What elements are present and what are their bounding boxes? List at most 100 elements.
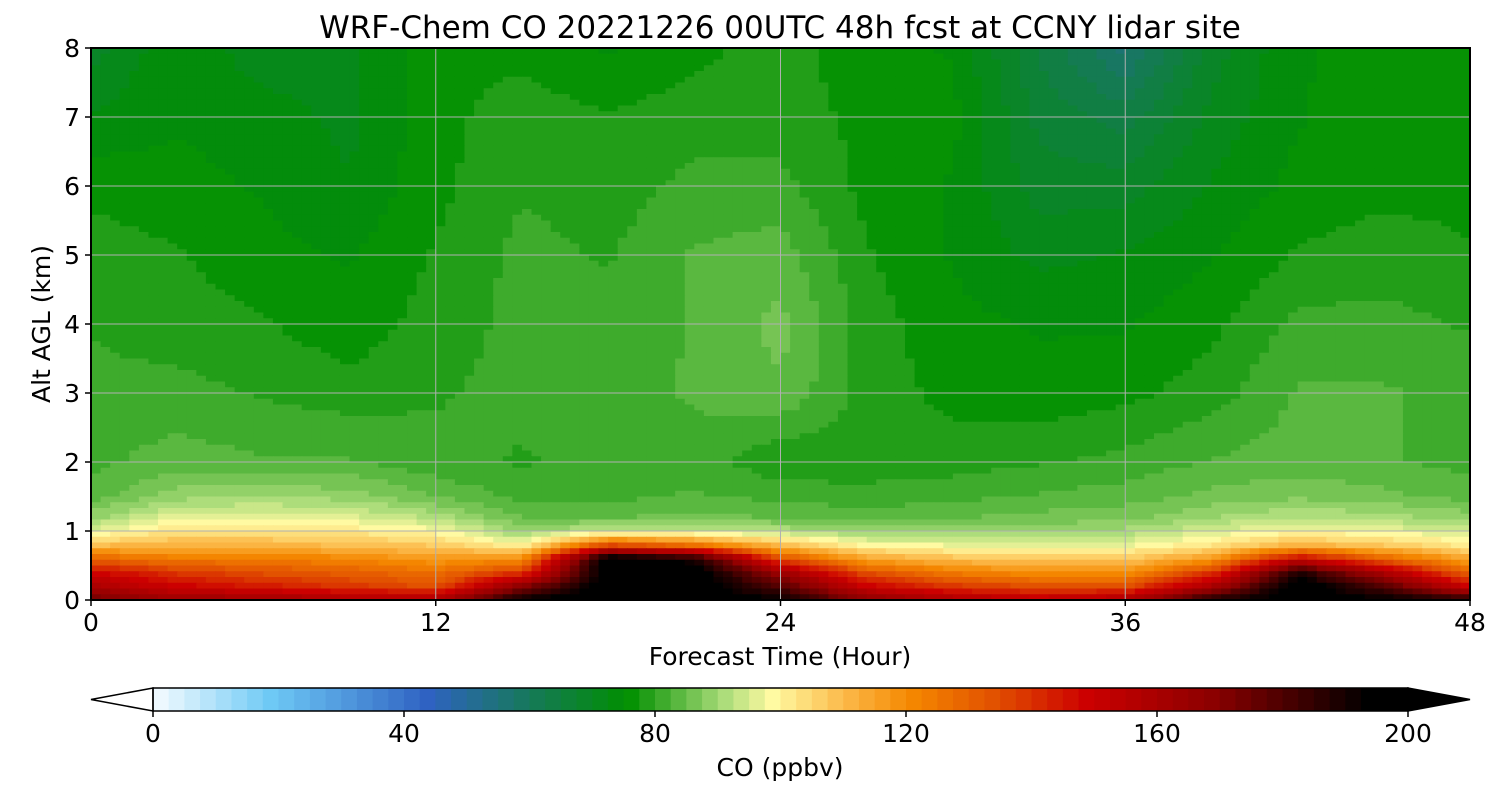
field-cell (205, 71, 217, 78)
field-cell (636, 111, 648, 118)
field-cell (263, 180, 274, 187)
field-cell (100, 157, 111, 164)
field-cell (502, 197, 513, 204)
field-cell (531, 71, 542, 78)
field-cell (138, 65, 150, 72)
field-cell (474, 88, 485, 95)
field-cell (972, 82, 983, 89)
field-cell (311, 203, 322, 210)
field-cell (1182, 180, 1193, 187)
field-cell (1173, 53, 1184, 61)
field-cell (1106, 71, 1117, 78)
field-cell (1058, 134, 1069, 141)
field-cell (416, 214, 427, 222)
field-cell (397, 180, 408, 187)
field-cell (1125, 71, 1136, 78)
field-cell (1240, 180, 1251, 187)
field-cell (1316, 82, 1327, 89)
field-cell (148, 117, 159, 124)
field-cell (1316, 105, 1327, 112)
field-cell (1182, 145, 1193, 153)
field-cell (1345, 174, 1356, 181)
field-cell (339, 128, 351, 135)
field-cell (828, 168, 839, 176)
field-cell (1278, 209, 1289, 216)
field-cell (1153, 209, 1165, 216)
field-cell (665, 94, 676, 101)
field-cell (521, 111, 533, 118)
field-cell (1230, 76, 1241, 84)
field-cell (608, 214, 619, 222)
field-cell (541, 157, 552, 164)
field-cell (1221, 174, 1232, 181)
field-cell (407, 209, 418, 216)
field-cell (876, 145, 887, 153)
field-cell (627, 174, 638, 181)
field-cell (1000, 186, 1011, 193)
field-cell (1450, 151, 1462, 158)
field-cell (1249, 65, 1260, 72)
field-cell (531, 122, 542, 130)
field-cell (215, 128, 226, 135)
field-cell (1450, 99, 1462, 107)
field-cell (703, 117, 715, 124)
field-cell (1096, 209, 1107, 216)
field-cell (1249, 197, 1260, 204)
field-cell (972, 237, 983, 245)
field-cell (1144, 191, 1155, 199)
field-cell (1422, 168, 1433, 176)
field-cell (110, 105, 121, 112)
field-cell (1393, 220, 1404, 227)
field-cell (454, 197, 466, 204)
field-cell (1374, 209, 1385, 216)
field-cell (148, 214, 159, 222)
field-cell (253, 163, 264, 170)
field-cell (847, 53, 858, 61)
field-cell (454, 243, 466, 250)
field-cell (684, 145, 695, 153)
field-cell (1010, 237, 1021, 245)
field-cell (1422, 220, 1433, 227)
field-cell (1450, 191, 1462, 199)
field-cell (387, 134, 399, 141)
field-cell (119, 214, 130, 222)
field-cell (598, 163, 609, 170)
field-cell (464, 243, 475, 250)
field-cell (1230, 134, 1241, 141)
field-cell (828, 197, 839, 204)
field-cell (186, 94, 197, 101)
field-cell (1288, 163, 1299, 170)
field-cell (138, 48, 150, 55)
field-cell (1192, 117, 1203, 124)
field-cell (924, 243, 935, 250)
field-cell (703, 226, 715, 233)
field-cell (378, 232, 389, 239)
field-cell (1048, 220, 1059, 227)
field-cell (1316, 180, 1327, 187)
field-cell (780, 168, 791, 176)
field-cell (1221, 88, 1232, 95)
field-cell (330, 174, 341, 181)
field-cell (560, 82, 571, 89)
field-cell (1163, 174, 1174, 181)
field-cell (502, 191, 513, 199)
field-cell (1412, 197, 1423, 204)
field-cell (723, 71, 734, 78)
field-cell (272, 88, 284, 95)
field-cell (1450, 111, 1462, 118)
field-cell (1268, 65, 1280, 72)
field-cell (196, 180, 207, 187)
field-cell (1412, 232, 1423, 239)
field-cell (684, 94, 695, 101)
field-cell (368, 226, 379, 233)
field-cell (301, 122, 312, 130)
field-cell (1307, 82, 1318, 89)
field-cell (837, 232, 849, 239)
field-cell (952, 105, 964, 112)
field-cell (588, 203, 600, 210)
field-cell (1441, 209, 1452, 216)
field-cell (129, 203, 140, 210)
field-cell (866, 128, 877, 135)
field-cell (407, 99, 418, 107)
field-cell (1431, 88, 1442, 95)
